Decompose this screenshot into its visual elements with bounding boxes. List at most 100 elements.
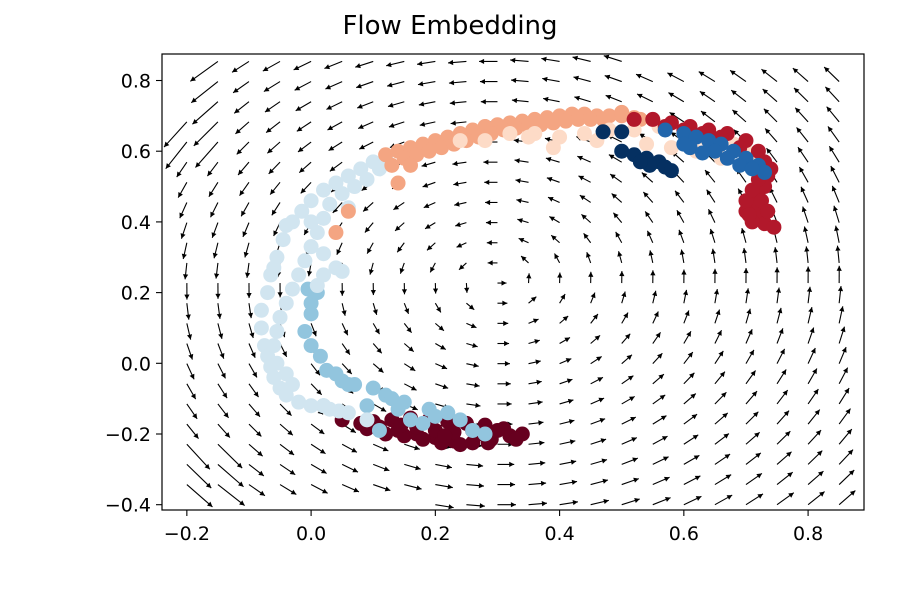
flow-vector [356,82,373,89]
flow-vector [707,190,715,203]
flow-vector [677,210,684,222]
flow-vector [649,250,654,263]
flow-vector [218,404,229,418]
flow-vector [621,292,626,304]
flow-vector [238,162,249,175]
flow-vector [610,174,622,182]
flow-vector [397,243,404,252]
data-point [304,214,319,229]
flow-vector [435,364,447,369]
flow-vector [511,78,528,83]
flow-vector [387,82,404,88]
flow-vector [404,344,413,352]
flow-vector [355,61,373,68]
flow-vector [280,485,296,495]
flow-vector [746,350,754,364]
flow-vector [560,500,578,505]
data-point [341,377,356,392]
flow-vector [684,496,702,505]
data-point [596,124,611,139]
flow-vector [178,182,187,197]
flow-vector [622,458,638,465]
flow-vector [668,93,683,102]
flow-vector [455,222,466,227]
flow-vector [266,122,280,133]
data-point [403,158,418,173]
flow-vector [839,491,855,505]
flow-vector [839,429,852,444]
data-point [279,296,294,311]
flow-vector [404,464,420,470]
flow-vector [232,61,249,72]
flow-vector [715,434,729,445]
flow-vector [622,417,636,424]
flow-vector [183,263,188,279]
flow-vector [249,485,265,496]
flow-vector [466,483,484,488]
flow-vector [806,267,811,283]
flow-vector [839,450,853,465]
flow-vector [684,331,691,343]
flow-vector [591,438,606,444]
flow-vector [700,91,715,101]
flow-vector [622,355,632,364]
flow-vector [404,444,419,450]
flow-vector [449,80,466,85]
flow-vector [746,391,757,404]
flow-vector [746,473,762,484]
flow-vector [586,252,591,263]
data-point [291,267,306,282]
flow-vector [715,454,730,464]
flow-vector [340,283,345,296]
flow-vector [684,414,697,424]
flow-vector [715,413,728,424]
flow-vector [248,303,253,318]
flow-vector [777,390,788,404]
data-point [285,282,300,297]
flow-vector [341,303,346,316]
flow-vector [793,68,808,81]
flow-vector [591,499,609,505]
flow-vector [424,202,436,208]
flow-vector [591,377,603,383]
flow-vector [483,160,497,165]
flow-vector [604,55,622,62]
x-tick-label: 0.8 [793,523,823,545]
data-point [760,204,775,219]
flow-vector [828,126,839,142]
data-point [614,124,629,139]
flow-vector [373,364,383,373]
flow-vector [267,142,280,153]
flow-vector [616,232,622,243]
flow-vector [591,314,598,323]
flow-vector [497,502,515,507]
flow-vector [210,202,217,217]
flow-vector [777,328,783,343]
flow-vector [560,480,577,485]
flow-vector [746,412,758,424]
flow-vector [325,82,342,90]
flow-vector [435,504,453,509]
flow-vector [373,323,379,334]
flow-vector [454,202,466,207]
flow-vector [622,498,640,505]
flow-vector [808,451,822,465]
flow-vector [777,452,792,465]
flow-vector [235,122,249,134]
flow-vector [218,464,244,486]
flow-vector [605,75,622,82]
flow-vector [497,401,511,406]
flow-vector [653,395,665,404]
flow-vector [212,223,218,238]
flow-vector [497,361,509,366]
flow-vector [746,494,763,505]
data-point [627,112,642,127]
flow-vector [653,416,667,425]
flow-vector [543,97,559,102]
flow-vector [560,379,573,384]
flow-vector [400,263,405,274]
data-point [478,427,493,442]
data-point [391,176,406,191]
flow-vector [336,243,342,255]
y-tick-label: 0.4 [121,212,151,234]
